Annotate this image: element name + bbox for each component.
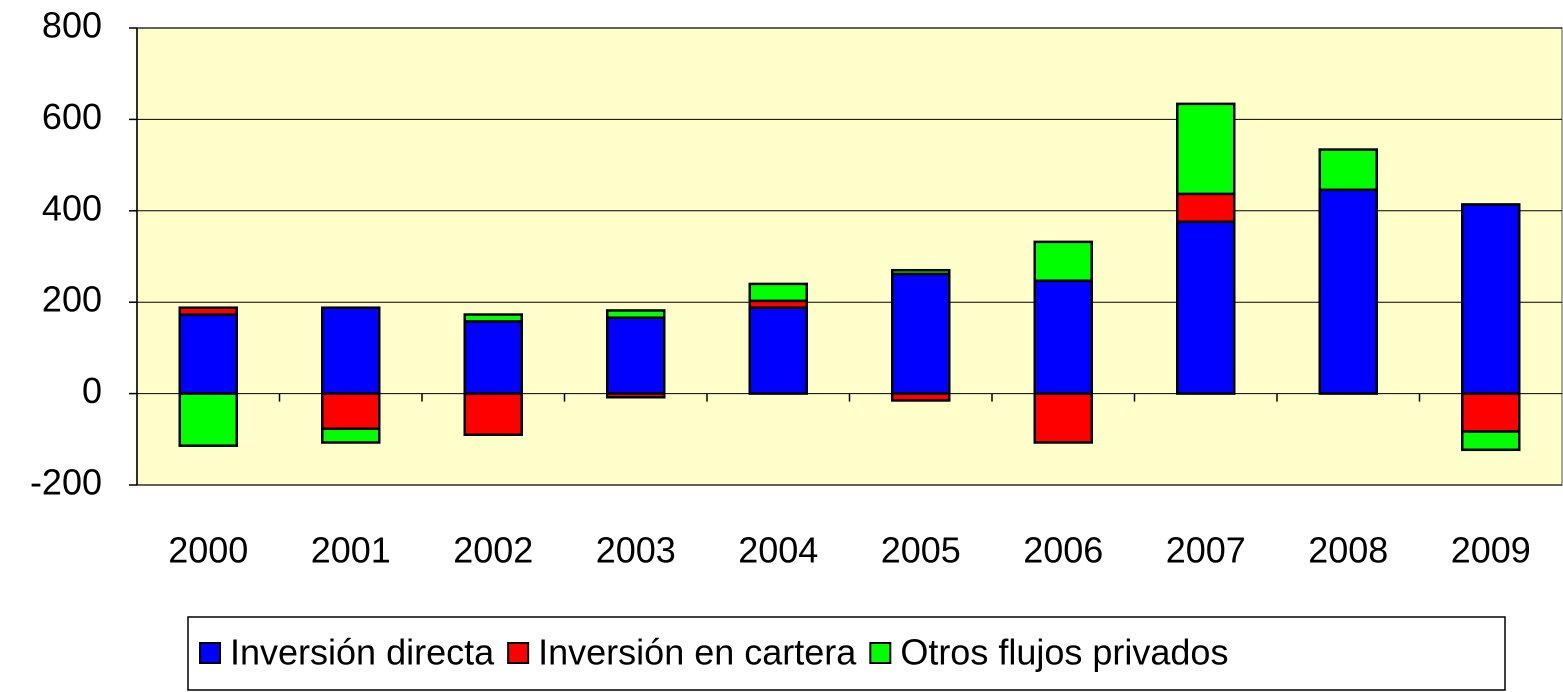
bar-segment xyxy=(748,306,808,395)
bar-segment xyxy=(463,313,523,323)
bar-segment xyxy=(606,392,666,399)
y-tick-label: 600 xyxy=(42,96,102,137)
x-tick-label: 2002 xyxy=(453,530,533,571)
bar-segment xyxy=(1033,392,1093,444)
x-tick-label: 2005 xyxy=(881,530,961,571)
bar-segment xyxy=(891,392,951,402)
bar-segment xyxy=(1461,203,1521,395)
bar-segment xyxy=(1176,102,1236,196)
x-tick-label: 2004 xyxy=(738,530,818,571)
bar-segment xyxy=(1461,430,1521,452)
x-tick-label: 2006 xyxy=(1023,530,1103,571)
legend-label: Inversión en cartera xyxy=(538,632,857,673)
legend-box xyxy=(187,616,1506,691)
bar-segment xyxy=(1033,279,1093,395)
x-tick-label: 2001 xyxy=(311,530,391,571)
y-tick-label: 0 xyxy=(82,370,102,411)
bar-segment xyxy=(1176,192,1236,224)
bar-segment xyxy=(1176,220,1236,395)
bar-segment xyxy=(891,272,951,395)
bar-segment xyxy=(178,392,238,447)
legend-swatch xyxy=(869,642,892,664)
x-tick-label: 2007 xyxy=(1166,530,1246,571)
bar-segment xyxy=(1318,148,1378,192)
bar-segment xyxy=(321,427,381,444)
legend-label: Otros flujos privados xyxy=(900,632,1228,673)
y-tick-label: 200 xyxy=(42,279,102,320)
bar-segment xyxy=(1461,392,1521,433)
legend: Inversión directa Inversión en cartera Otr… xyxy=(187,616,1506,691)
bar-segment xyxy=(606,309,666,319)
bar-segment xyxy=(321,392,381,431)
y-tick-label: 400 xyxy=(42,187,102,228)
bar-segment xyxy=(748,282,808,303)
bar-segment xyxy=(1318,188,1378,395)
y-tick-label: 800 xyxy=(42,5,102,46)
bar-segment xyxy=(178,313,238,395)
x-tick-label: 2000 xyxy=(168,530,248,571)
bar-segment xyxy=(1033,240,1093,282)
y-tick-label: -200 xyxy=(30,462,102,503)
legend-swatch xyxy=(199,642,221,664)
bar-segment xyxy=(606,316,666,395)
x-tick-label: 2008 xyxy=(1308,530,1388,571)
legend-swatch xyxy=(507,642,530,664)
legend-label: Inversión directa xyxy=(230,632,495,673)
bar-segment xyxy=(463,320,523,395)
x-tick-label: 2003 xyxy=(596,530,676,571)
x-tick-label: 2009 xyxy=(1451,530,1531,571)
bar-segment xyxy=(321,306,381,395)
bar-segment xyxy=(891,268,951,276)
bar-segment xyxy=(178,306,238,316)
bar-segment xyxy=(463,392,523,436)
